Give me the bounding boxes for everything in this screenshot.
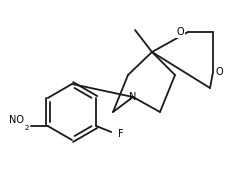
Text: NO: NO [9,115,24,125]
Text: O: O [176,27,184,37]
Text: 2: 2 [24,125,29,131]
Text: O: O [216,67,224,77]
Text: F: F [118,129,124,139]
Text: N: N [129,92,137,102]
